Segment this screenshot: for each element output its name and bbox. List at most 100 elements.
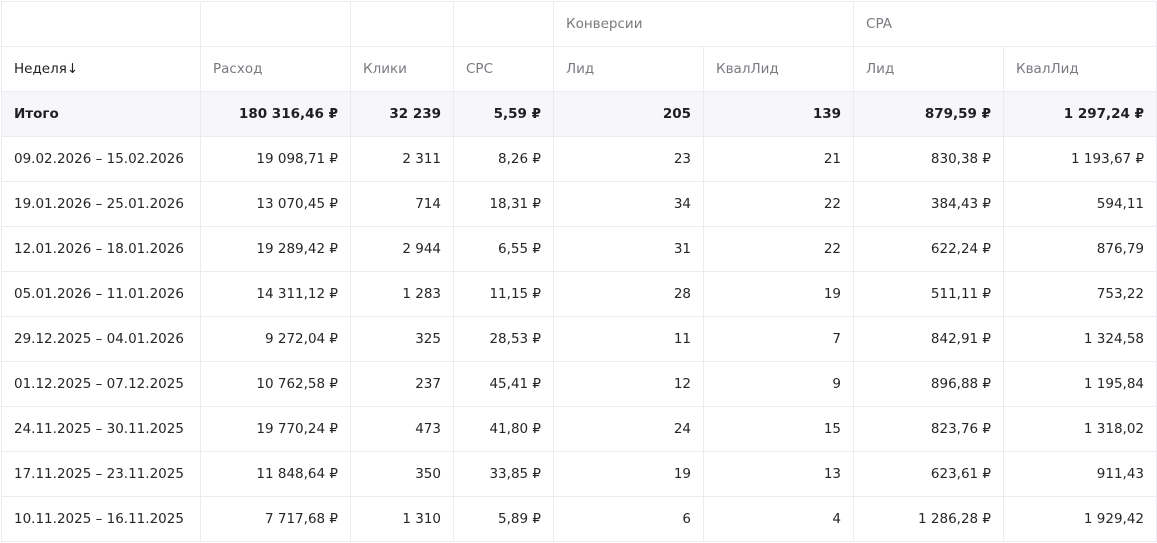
cell-conversions-lead: 19: [553, 451, 704, 497]
cell-spend: 11 848,64 ₽: [200, 451, 351, 497]
column-header-cpc[interactable]: CPC: [453, 46, 554, 92]
cell-week: 01.12.2025 – 07.12.2025: [1, 361, 201, 407]
cell-week: 17.11.2025 – 23.11.2025: [1, 451, 201, 497]
table-row: 24.11.2025 – 30.11.2025 19 770,24 ₽473 41,…: [1, 406, 1157, 452]
cell-conversions-lead: 12: [553, 361, 704, 407]
cell-conversions-qual-lead: 4: [702, 496, 855, 542]
cell-week: 24.11.2025 – 30.11.2025: [1, 406, 201, 452]
cell-cpc: 45,41 ₽: [453, 361, 554, 407]
cell-cpa-lead: 1 286,28 ₽: [853, 496, 1005, 542]
table-row: 29.12.2025 – 04.01.2026 9 272,04 ₽325 28,5…: [1, 316, 1157, 362]
cell-clicks: 237: [350, 361, 454, 407]
cell-conversions-lead: 6: [553, 496, 704, 542]
table-row: 19.01.2026 – 25.01.2026 13 070,45 ₽714 18,…: [1, 181, 1157, 227]
column-header-cpa-qual-lead[interactable]: КвалЛид: [1003, 46, 1157, 92]
table-row: 12.01.2026 – 18.01.2026 19 289,42 ₽2 944 6…: [1, 226, 1157, 272]
group-header-cpa: CPA: [853, 1, 1157, 47]
cell-cpa-qual-lead: 753,22: [1003, 271, 1157, 317]
cell-clicks: 1 310: [350, 496, 454, 542]
cell-cpa-qual-lead: 1 324,58: [1003, 316, 1157, 362]
total-row: Итого 180 316,46 ₽ 32 239 5,59 ₽ 205 139…: [1, 91, 1157, 137]
cell-cpa-qual-lead: 594,11: [1003, 181, 1157, 227]
cell-conversions-lead: 31: [553, 226, 704, 272]
cell-spend: 10 762,58 ₽: [200, 361, 351, 407]
cell-conversions-lead: 24: [553, 406, 704, 452]
cell-conversions-qual-lead: 15: [702, 406, 855, 452]
cell-cpa-lead: 896,88 ₽: [853, 361, 1005, 407]
cell-cpc: 41,80 ₽: [453, 406, 554, 452]
cell-conversions-lead: 11: [553, 316, 704, 362]
total-cpa-qual-lead: 1 297,24 ₽: [1003, 91, 1157, 137]
column-header-cpa-lead[interactable]: Лид: [853, 46, 1005, 92]
cell-cpa-lead: 622,24 ₽: [853, 226, 1005, 272]
group-header-conversions: Конверсии: [552, 1, 855, 47]
cell-cpa-qual-lead: 911,43: [1003, 451, 1157, 497]
table-row: 10.11.2025 – 16.11.2025 7 717,68 ₽1 310 5,…: [1, 496, 1157, 542]
table-row: 09.02.2026 – 15.02.2026 19 098,71 ₽2 311 8…: [1, 136, 1157, 182]
group-header-empty: [200, 1, 351, 47]
cell-cpc: 28,53 ₽: [453, 316, 554, 362]
cell-cpc: 5,89 ₽: [453, 496, 554, 542]
cell-conversions-qual-lead: 9: [702, 361, 855, 407]
group-header-empty: [453, 1, 554, 47]
cell-conversions-qual-lead: 19: [702, 271, 855, 317]
cell-conversions-qual-lead: 13: [702, 451, 855, 497]
cell-spend: 14 311,12 ₽: [200, 271, 351, 317]
cell-clicks: 1 283: [350, 271, 454, 317]
total-cpa-lead: 879,59 ₽: [853, 91, 1005, 137]
cell-spend: 19 098,71 ₽: [200, 136, 351, 182]
cell-conversions-lead: 23: [553, 136, 704, 182]
cell-cpa-qual-lead: 1 195,84: [1003, 361, 1157, 407]
total-spend: 180 316,46 ₽: [200, 91, 351, 137]
cell-cpa-lead: 830,38 ₽: [853, 136, 1005, 182]
cell-cpc: 18,31 ₽: [453, 181, 554, 227]
column-header-conversions-qual-lead[interactable]: КвалЛид: [702, 46, 855, 92]
cell-cpa-lead: 511,11 ₽: [853, 271, 1005, 317]
cell-clicks: 714: [350, 181, 454, 227]
group-header-empty: [350, 1, 454, 47]
total-conversions-lead: 205: [553, 91, 704, 137]
cell-spend: 7 717,68 ₽: [200, 496, 351, 542]
cell-spend: 9 272,04 ₽: [200, 316, 351, 362]
total-label: Итого: [1, 91, 201, 137]
cell-clicks: 473: [350, 406, 454, 452]
cell-spend: 19 289,42 ₽: [200, 226, 351, 272]
cell-week: 29.12.2025 – 04.01.2026: [1, 316, 201, 362]
cell-cpa-qual-lead: 1 193,67 ₽: [1003, 136, 1157, 182]
cell-cpa-qual-lead: 876,79: [1003, 226, 1157, 272]
cell-conversions-qual-lead: 7: [702, 316, 855, 362]
cell-cpa-lead: 623,61 ₽: [853, 451, 1005, 497]
column-header-week[interactable]: Неделя↓: [1, 46, 201, 92]
cell-cpc: 33,85 ₽: [453, 451, 554, 497]
column-header-spend[interactable]: Расход: [200, 46, 351, 92]
cell-week: 05.01.2026 – 11.01.2026: [1, 271, 201, 317]
column-header-row: Неделя↓ Расход Клики CPC Лид КвалЛид Лид…: [1, 46, 1157, 92]
column-header-clicks[interactable]: Клики: [350, 46, 454, 92]
cell-cpa-qual-lead: 1 929,42: [1003, 496, 1157, 542]
cell-clicks: 325: [350, 316, 454, 362]
cell-clicks: 2 311: [350, 136, 454, 182]
total-clicks: 32 239: [350, 91, 454, 137]
cell-conversions-qual-lead: 22: [702, 226, 855, 272]
cell-conversions-qual-lead: 21: [702, 136, 855, 182]
cell-week: 09.02.2026 – 15.02.2026: [1, 136, 201, 182]
cell-cpc: 8,26 ₽: [453, 136, 554, 182]
cell-spend: 19 770,24 ₽: [200, 406, 351, 452]
cell-clicks: 350: [350, 451, 454, 497]
group-header-empty: [1, 1, 201, 47]
cell-conversions-lead: 34: [553, 181, 704, 227]
cell-week: 19.01.2026 – 25.01.2026: [1, 181, 201, 227]
cell-conversions-lead: 28: [553, 271, 704, 317]
cell-cpa-qual-lead: 1 318,02: [1003, 406, 1157, 452]
table-row: 17.11.2025 – 23.11.2025 11 848,64 ₽350 33,…: [1, 451, 1157, 497]
cell-conversions-qual-lead: 22: [702, 181, 855, 227]
column-header-conversions-lead[interactable]: Лид: [553, 46, 704, 92]
cell-week: 10.11.2025 – 16.11.2025: [1, 496, 201, 542]
group-header-row: Конверсии CPA: [1, 1, 1157, 47]
cell-cpc: 11,15 ₽: [453, 271, 554, 317]
cell-clicks: 2 944: [350, 226, 454, 272]
cell-spend: 13 070,45 ₽: [200, 181, 351, 227]
cell-cpa-lead: 384,43 ₽: [853, 181, 1005, 227]
table-row: 01.12.2025 – 07.12.2025 10 762,58 ₽237 45,…: [1, 361, 1157, 407]
